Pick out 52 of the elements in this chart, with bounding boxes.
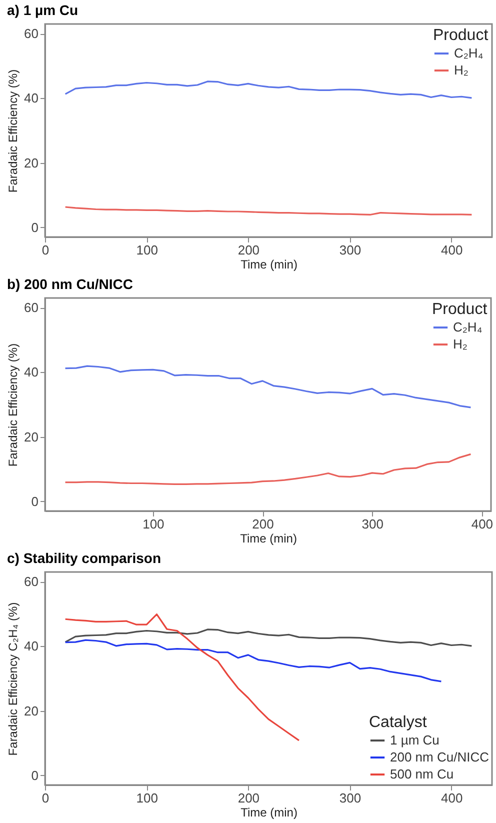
y-tick-label: 20 bbox=[24, 155, 38, 170]
x-tick-label: 300 bbox=[339, 790, 362, 806]
x-tick-label: 100 bbox=[142, 516, 164, 532]
line-series bbox=[64, 453, 472, 486]
x-tick-label: 0 bbox=[42, 790, 50, 806]
x-tick-label: 100 bbox=[136, 790, 158, 806]
y-tick-label: 20 bbox=[24, 703, 38, 718]
x-axis-title: Time (min) bbox=[240, 258, 298, 272]
line-series bbox=[64, 613, 300, 742]
y-axis-title: Faradaic Efficiency (%) bbox=[6, 343, 20, 467]
y-tick-label: 0 bbox=[31, 768, 38, 783]
x-axis-title: Time (min) bbox=[240, 806, 298, 820]
line-series bbox=[64, 639, 442, 682]
x-tick-label: 300 bbox=[339, 242, 362, 258]
legend-label: H₂ bbox=[454, 62, 468, 78]
y-tick-label: 0 bbox=[31, 220, 38, 235]
x-tick-label: 300 bbox=[362, 516, 384, 532]
chart-title: c) Stability comparison bbox=[7, 550, 162, 566]
x-tick-label: 200 bbox=[238, 242, 260, 258]
line-series bbox=[64, 628, 472, 647]
y-axis-title: Faradaic Efficiency C₂H₄ (%) bbox=[6, 602, 20, 756]
y-tick-label: 40 bbox=[24, 90, 38, 106]
x-tick-label: 200 bbox=[252, 516, 274, 532]
y-tick-label: 0 bbox=[31, 494, 38, 509]
legend-label: C₂H₄ bbox=[454, 46, 484, 60]
x-axis-title: Time (min) bbox=[240, 532, 297, 546]
legend-label: H₂ bbox=[453, 336, 468, 352]
y-tick-label: 60 bbox=[24, 26, 38, 42]
x-tick-label: 400 bbox=[471, 516, 494, 532]
legend-label: 200 nm Cu/NICC bbox=[390, 750, 489, 764]
chart-title: a) 1 µm Cu bbox=[7, 2, 78, 18]
legend-label: 1 µm Cu bbox=[390, 732, 440, 748]
line-series bbox=[64, 80, 472, 99]
x-tick-label: 200 bbox=[238, 790, 260, 806]
x-tick-label: 400 bbox=[441, 790, 463, 806]
y-tick-label: 60 bbox=[24, 300, 38, 316]
chart-title: b) 200 nm Cu/NICC bbox=[7, 276, 134, 292]
x-tick-label: 400 bbox=[441, 242, 463, 258]
y-tick-label: 20 bbox=[24, 429, 38, 444]
line-series bbox=[64, 206, 472, 216]
y-tick-label: 60 bbox=[24, 574, 38, 590]
legend-label: 500 nm Cu bbox=[390, 766, 454, 782]
legend-title: Product bbox=[432, 301, 488, 318]
legend-title: Product bbox=[433, 27, 489, 44]
x-tick-label: 100 bbox=[136, 242, 158, 258]
x-tick-label: 0 bbox=[42, 242, 50, 258]
line-series bbox=[64, 365, 472, 408]
y-tick-label: 40 bbox=[24, 638, 38, 654]
legend-title: Catalyst bbox=[369, 714, 428, 731]
y-tick-label: 40 bbox=[24, 364, 38, 380]
legend-label: C₂H₄ bbox=[453, 320, 482, 334]
y-axis-title: Faradaic Efficiency (%) bbox=[6, 69, 20, 193]
